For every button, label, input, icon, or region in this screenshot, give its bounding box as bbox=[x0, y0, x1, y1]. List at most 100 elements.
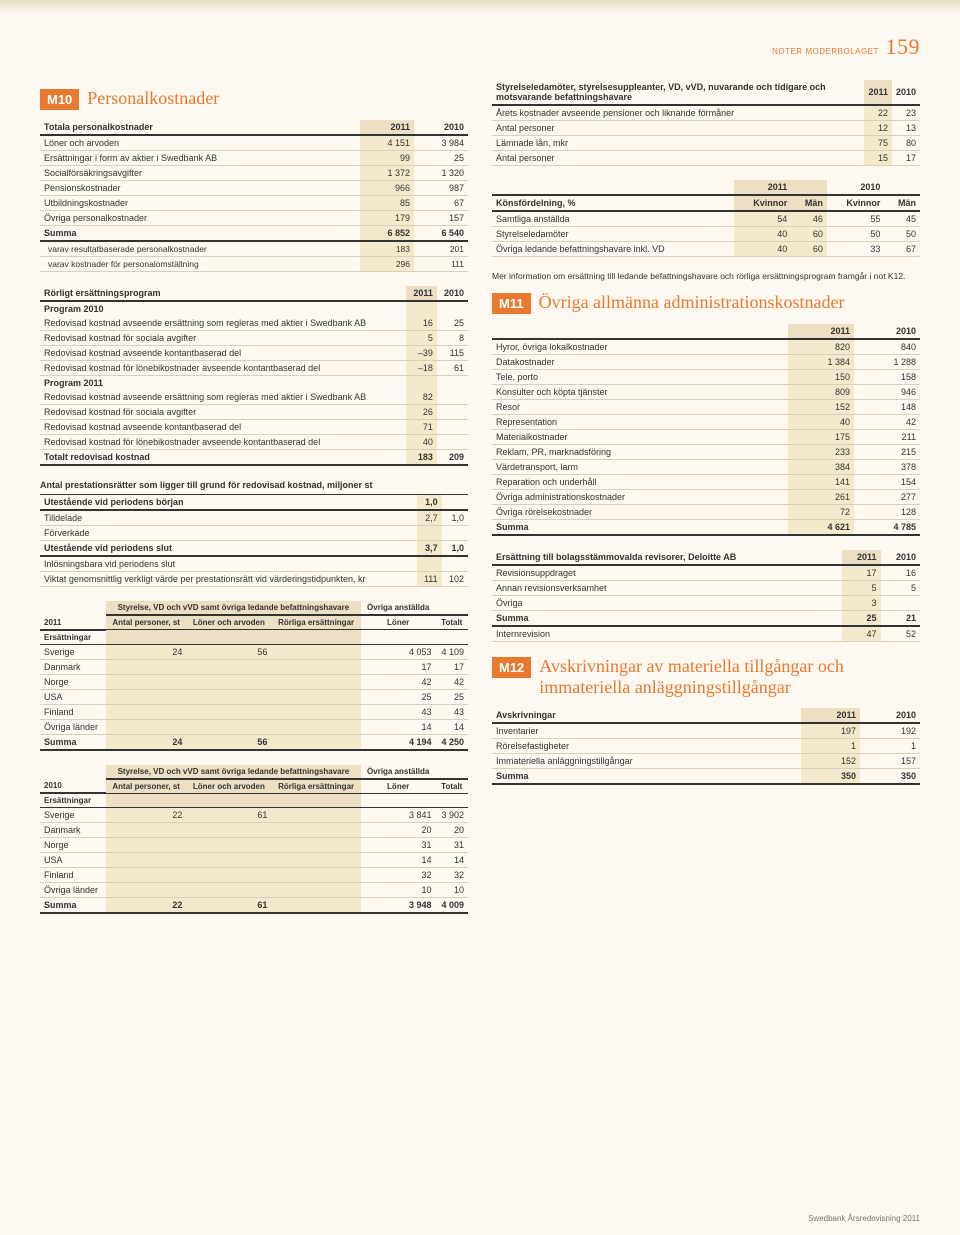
cell: 42 bbox=[436, 674, 468, 689]
cell: 40 bbox=[734, 242, 792, 257]
cell: 350 bbox=[801, 769, 860, 785]
cell bbox=[106, 659, 186, 674]
cell bbox=[271, 674, 360, 689]
col-header bbox=[884, 180, 920, 195]
cell: 13 bbox=[892, 121, 920, 136]
cell: Resor bbox=[492, 400, 788, 415]
cell bbox=[106, 853, 186, 868]
cell: Övriga personalkostnader bbox=[40, 211, 360, 226]
cell bbox=[437, 376, 468, 391]
col-header: Män bbox=[884, 195, 920, 211]
cell: 14 bbox=[436, 853, 468, 868]
cell: Löner och arvoden bbox=[40, 135, 360, 151]
cell bbox=[271, 868, 360, 883]
cell: 20 bbox=[361, 823, 436, 838]
col-header: Ersättningar bbox=[40, 793, 106, 808]
cell: 211 bbox=[854, 430, 920, 445]
cell bbox=[406, 376, 437, 391]
cell: 52 bbox=[881, 626, 921, 642]
cell: 1 288 bbox=[854, 355, 920, 370]
table-revisorer: Ersättning till bolagsstämmovalda reviso… bbox=[492, 550, 920, 642]
cell: Immateriella anläggningstillgångar bbox=[492, 754, 801, 769]
col-header: Antal personer, st bbox=[106, 779, 186, 794]
year-cell: 2011 bbox=[40, 601, 106, 630]
cell: 17 bbox=[892, 151, 920, 166]
col-header: 2010 bbox=[827, 180, 885, 195]
cell bbox=[186, 883, 271, 898]
cell bbox=[437, 301, 468, 316]
cell: Summa bbox=[40, 226, 360, 242]
col-header bbox=[791, 180, 827, 195]
cell: 4 785 bbox=[854, 520, 920, 536]
cell bbox=[106, 883, 186, 898]
cell: 17 bbox=[842, 565, 881, 581]
cell: 8 bbox=[437, 331, 468, 346]
cell: 1 bbox=[801, 739, 860, 754]
cell: 152 bbox=[801, 754, 860, 769]
cell: 54 bbox=[734, 211, 792, 227]
cell: 157 bbox=[860, 754, 920, 769]
cell: 5 bbox=[406, 331, 437, 346]
page-number: 159 bbox=[886, 34, 921, 59]
cell: Antal personer bbox=[492, 151, 864, 166]
cell bbox=[442, 526, 468, 541]
cell: 99 bbox=[360, 151, 414, 166]
cell: 45 bbox=[884, 211, 920, 227]
table-admin-kostnader: 20112010Hyror, övriga lokalkostnader8208… bbox=[492, 324, 920, 536]
cell: 820 bbox=[788, 339, 854, 355]
cell: 966 bbox=[360, 181, 414, 196]
col-header: 2010 bbox=[881, 550, 921, 565]
cell bbox=[186, 659, 271, 674]
cell: Ersättningar i form av aktier i Swedbank… bbox=[40, 151, 360, 166]
col-header: Antal personer, st bbox=[106, 615, 186, 630]
cell: 115 bbox=[437, 346, 468, 361]
cell: Inventarier bbox=[492, 723, 801, 739]
cell: Redovisad kostnad för lönebikostnader av… bbox=[40, 361, 406, 376]
cell: 378 bbox=[854, 460, 920, 475]
table-avskrivningar: Avskrivningar20112010Inventarier197192Rö… bbox=[492, 708, 920, 785]
cell: Sverige bbox=[40, 644, 106, 659]
cell: 47 bbox=[842, 626, 881, 642]
table-ersattningar-2010: 2010Styrelse, VD och vVD samt övriga led… bbox=[40, 765, 468, 915]
cell: Summa bbox=[492, 769, 801, 785]
cell: Summa bbox=[492, 520, 788, 536]
cell bbox=[271, 734, 360, 750]
cell: Lämnade lån, mkr bbox=[492, 136, 864, 151]
cell: 277 bbox=[854, 490, 920, 505]
cell bbox=[106, 838, 186, 853]
table-styrelseledamoter: Styrelseledamöter, styrelsesuppleanter, … bbox=[492, 80, 920, 166]
cell: 24 bbox=[106, 734, 186, 750]
cell: 72 bbox=[788, 505, 854, 520]
col-header: 2010 bbox=[414, 120, 468, 135]
m12-text: Avskrivningar av materiella tillgångar o… bbox=[539, 656, 920, 698]
cell: 12 bbox=[864, 121, 892, 136]
cell: 2,7 bbox=[417, 510, 442, 526]
m12-tag: M12 bbox=[492, 657, 531, 678]
cell: 3 902 bbox=[436, 808, 468, 823]
cell: 1,0 bbox=[442, 541, 468, 557]
cell: Revisionsuppdraget bbox=[492, 565, 842, 581]
cell: Sverige bbox=[40, 808, 106, 823]
cell: 946 bbox=[854, 385, 920, 400]
table-prestationsratter: Utestående vid periodens början1,0Tillde… bbox=[40, 494, 468, 587]
cell: 1,0 bbox=[442, 510, 468, 526]
cell: 42 bbox=[361, 674, 436, 689]
cell: 3,7 bbox=[417, 541, 442, 557]
cell: 46 bbox=[791, 211, 827, 227]
cell: Redovisad kostnad avseende ersättning so… bbox=[40, 390, 406, 405]
m12-title: M12 Avskrivningar av materiella tillgånga… bbox=[492, 656, 920, 698]
cell: 152 bbox=[788, 400, 854, 415]
cell: 25 bbox=[436, 689, 468, 704]
cell: Värdetransport, larm bbox=[492, 460, 788, 475]
cell: 55 bbox=[827, 211, 885, 227]
cell: Förverkade bbox=[40, 526, 417, 541]
cell: 25 bbox=[361, 689, 436, 704]
cell: Samtliga anställda bbox=[492, 211, 734, 227]
cell: 14 bbox=[361, 719, 436, 734]
cell: 840 bbox=[854, 339, 920, 355]
cell bbox=[437, 390, 468, 405]
cell: Rörelsefastigheter bbox=[492, 739, 801, 754]
m11-tag: M11 bbox=[492, 293, 531, 314]
m10-title: M10Personalkostnader bbox=[40, 88, 468, 110]
cell: 201 bbox=[414, 241, 468, 257]
